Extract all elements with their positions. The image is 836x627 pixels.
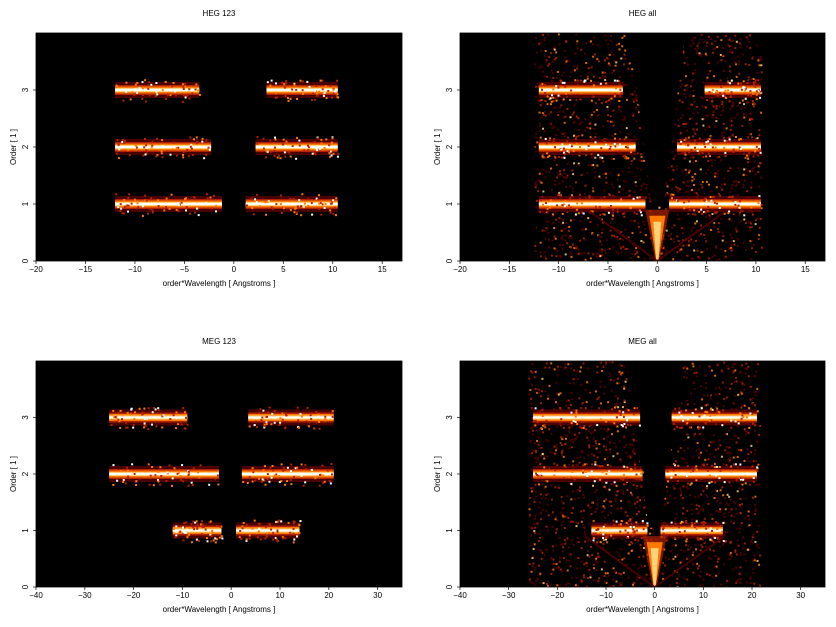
order-2-band-2 xyxy=(677,136,762,160)
x-tick-label: 20 xyxy=(748,591,757,600)
y-tick-label: 0 xyxy=(445,584,454,589)
chart-title: HEG 123 xyxy=(203,9,236,18)
zero-order-cone xyxy=(586,208,728,261)
x-tick-label: 5 xyxy=(281,265,286,274)
order-3-band-1 xyxy=(538,79,623,103)
x-tick-label: −10 xyxy=(176,591,190,600)
x-tick-label: −5 xyxy=(180,265,190,274)
heatmap-panel-3: −40 −30 −20 −10 0 10 20 30 0 1 2 3 MEG 123 order*Wave… xyxy=(9,337,403,614)
y-axis-label: Order [ 1 ] xyxy=(433,456,442,492)
x-tick-label: −15 xyxy=(503,265,517,274)
x-tick-label: −20 xyxy=(453,265,467,274)
order-2-band-2 xyxy=(665,463,759,486)
order-1-band-1 xyxy=(591,519,650,544)
zero-order-gap xyxy=(629,33,686,202)
x-tick-label: −30 xyxy=(502,591,516,600)
y-tick-label: 1 xyxy=(445,528,454,533)
y-tick-label: 3 xyxy=(21,415,30,420)
y-tick-label: 0 xyxy=(21,258,30,263)
x-tick-label: −20 xyxy=(29,265,43,274)
x-tick-label: 15 xyxy=(378,265,387,274)
chart-title: MEG all xyxy=(628,337,657,346)
x-tick-label: 0 xyxy=(229,591,234,600)
heatmap-panel-1: −20 −15 −10 −5 0 5 10 15 0 1 2 3 HEG 123 order*Wavele… xyxy=(9,9,403,288)
x-tick-label: 30 xyxy=(796,591,805,600)
x-tick-label: −15 xyxy=(79,265,93,274)
x-tick-label: −40 xyxy=(453,591,467,600)
x-tick-label: 0 xyxy=(655,265,660,274)
order-3-band-2 xyxy=(671,406,759,431)
x-tick-label: −30 xyxy=(78,591,92,600)
x-tick-label: 10 xyxy=(328,265,337,274)
x-axis-label: order*Wavelength [ Angstroms ] xyxy=(586,279,699,288)
x-tick-label: 5 xyxy=(704,265,709,274)
order-2-band-1 xyxy=(109,463,220,487)
order-1-band-2 xyxy=(669,193,763,217)
x-tick-label: 0 xyxy=(652,591,657,600)
order-3-band-1 xyxy=(115,79,201,103)
chart-title: HEG all xyxy=(629,9,657,18)
x-tick-label: 10 xyxy=(276,591,285,600)
y-axis-label: Order [ 1 ] xyxy=(9,456,18,492)
y-tick-label: 3 xyxy=(445,87,454,92)
heatmap-panel-4: −40 −30 −20 −10 0 10 20 30 0 1 2 3 MEG all order*Wave… xyxy=(433,337,826,614)
order-3-band-1 xyxy=(109,407,189,430)
x-tick-label: 0 xyxy=(232,265,237,274)
x-tick-label: −10 xyxy=(599,591,613,600)
order-1-band-1 xyxy=(115,193,222,217)
order-1-band-2 xyxy=(245,193,338,217)
order-2-band-1 xyxy=(533,463,644,487)
x-tick-label: −10 xyxy=(128,265,142,274)
order-1-band-1 xyxy=(172,520,224,544)
x-tick-label: −20 xyxy=(127,591,141,600)
order-3-band-2 xyxy=(704,79,763,103)
order-1-band-2 xyxy=(660,520,725,543)
y-tick-label: 0 xyxy=(21,584,30,589)
y-tick-label: 2 xyxy=(445,471,454,476)
x-axis-label: order*Wavelength [ Angstroms ] xyxy=(586,605,699,614)
x-tick-label: 15 xyxy=(801,265,810,274)
y-axis-label: Order [ 1 ] xyxy=(433,129,442,165)
x-tick-label: −20 xyxy=(551,591,565,600)
y-tick-label: 2 xyxy=(21,144,30,149)
chart-title: MEG 123 xyxy=(202,337,236,346)
y-tick-label: 1 xyxy=(21,528,30,533)
x-tick-label: 20 xyxy=(324,591,333,600)
zero-order-cone xyxy=(584,535,726,587)
order-1-band-2 xyxy=(236,519,302,544)
x-tick-label: 10 xyxy=(751,265,760,274)
y-tick-label: 2 xyxy=(445,144,454,149)
y-tick-label: 1 xyxy=(21,201,30,206)
x-axis-label: order*Wavelength [ Angstroms ] xyxy=(163,279,276,288)
y-tick-label: 3 xyxy=(21,87,30,92)
x-tick-label: 10 xyxy=(699,591,708,600)
zero-order-gap xyxy=(626,361,683,528)
order-2-band-2 xyxy=(241,463,334,487)
order-3-band-2 xyxy=(248,406,334,430)
y-tick-label: 3 xyxy=(445,415,454,420)
order-2-band-1 xyxy=(115,136,212,160)
x-tick-label: −10 xyxy=(552,265,566,274)
y-tick-label: 1 xyxy=(445,201,454,206)
heatmap-panel-2: −20 −15 −10 −5 0 5 10 15 0 1 2 3 HEG all order*Wavele… xyxy=(433,9,826,288)
order-1-band-1 xyxy=(538,193,646,217)
x-tick-label: −40 xyxy=(29,591,43,600)
order-2-band-2 xyxy=(255,136,340,160)
order-3-band-2 xyxy=(266,79,340,102)
y-axis-label: Order [ 1 ] xyxy=(9,129,18,165)
y-tick-label: 0 xyxy=(445,258,454,263)
x-axis-label: order*Wavelength [ Angstroms ] xyxy=(163,605,276,614)
order-2-band-1 xyxy=(538,136,636,160)
y-tick-label: 2 xyxy=(21,471,30,476)
x-tick-label: 30 xyxy=(373,591,382,600)
plot-area xyxy=(36,33,402,261)
order-3-band-1 xyxy=(533,406,641,431)
x-tick-label: −5 xyxy=(603,265,613,274)
